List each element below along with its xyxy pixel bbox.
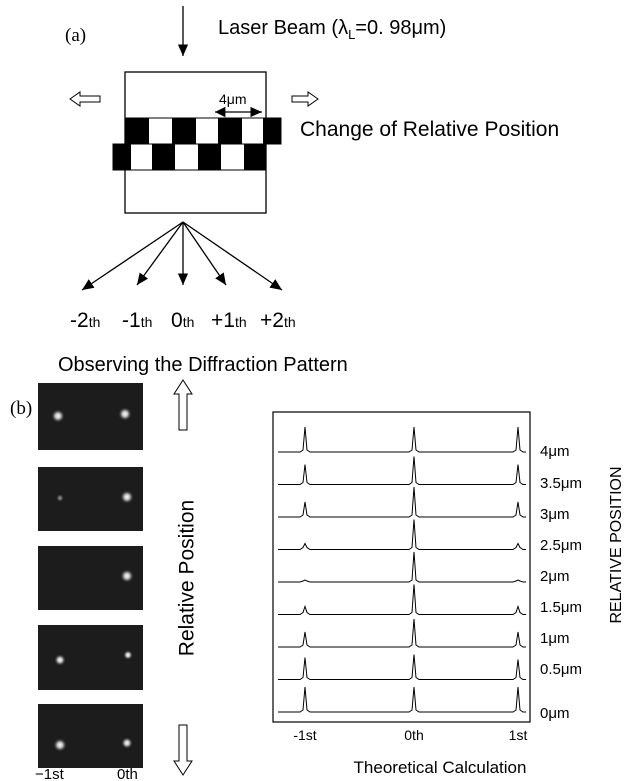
order-number: 0	[171, 309, 183, 332]
grating	[112, 71, 282, 214]
position-label: 1.5μm	[540, 599, 582, 616]
down-arrow	[173, 724, 193, 776]
position-label: 4μm	[540, 443, 569, 460]
spot-images	[38, 383, 143, 768]
plot-frame	[272, 411, 531, 723]
position-label: 3μm	[540, 506, 569, 523]
position-label: 2μm	[540, 568, 569, 585]
position-label: 0.5μm	[540, 661, 582, 678]
beam-text: Laser Beam (	[218, 17, 338, 39]
beam-label: Laser Beam (λL=0. 98μm)	[218, 17, 446, 42]
motion-label: Change of Relative Position	[300, 118, 559, 141]
left-arrow	[69, 91, 101, 107]
order-number: -1	[122, 309, 141, 332]
position-label: 1μm	[540, 630, 569, 647]
position-label: 3.5μm	[540, 475, 582, 492]
beam-value: =0. 98μm)	[355, 17, 446, 39]
right-arrow	[291, 91, 319, 107]
order-suffix: th	[183, 314, 195, 330]
order-number: +1	[211, 309, 235, 332]
period-label: 4μm	[219, 91, 247, 107]
order-label: +2th	[260, 309, 296, 332]
order-suffix: th	[235, 314, 247, 330]
order-label: -2th	[70, 309, 100, 332]
caption: Observing the Diffraction Pattern	[58, 354, 348, 376]
spot-label: 0th	[117, 766, 138, 781]
up-arrow	[173, 379, 193, 431]
order-tick-label: 1st	[509, 727, 528, 743]
axis-label: Relative Position	[176, 500, 199, 656]
order-label: 0th	[171, 309, 194, 332]
order-suffix: th	[141, 314, 153, 330]
axis-label: RELATIVE POSITION	[608, 466, 625, 623]
order-suffix: th	[89, 314, 101, 330]
order-label: -1th	[122, 309, 152, 332]
position-label: 2.5μm	[540, 537, 582, 554]
position-label: 0μm	[540, 705, 569, 722]
order-number: +2	[260, 309, 284, 332]
order-tick-label: -1st	[293, 727, 316, 743]
beam-symbol: λ	[338, 17, 348, 39]
spot-label: −1st	[35, 766, 65, 781]
order-tick-label: 0th	[404, 727, 423, 743]
panel-label: (b)	[10, 398, 32, 419]
panel-label: (a)	[65, 25, 86, 46]
diffraction-fan	[81, 221, 283, 291]
caption: Theoretical Calculation	[354, 758, 527, 777]
traces	[278, 426, 526, 713]
order-suffix: th	[284, 314, 296, 330]
beam-subscript: L	[348, 27, 355, 42]
order-number: -2	[70, 309, 89, 332]
order-label: +1th	[211, 309, 247, 332]
